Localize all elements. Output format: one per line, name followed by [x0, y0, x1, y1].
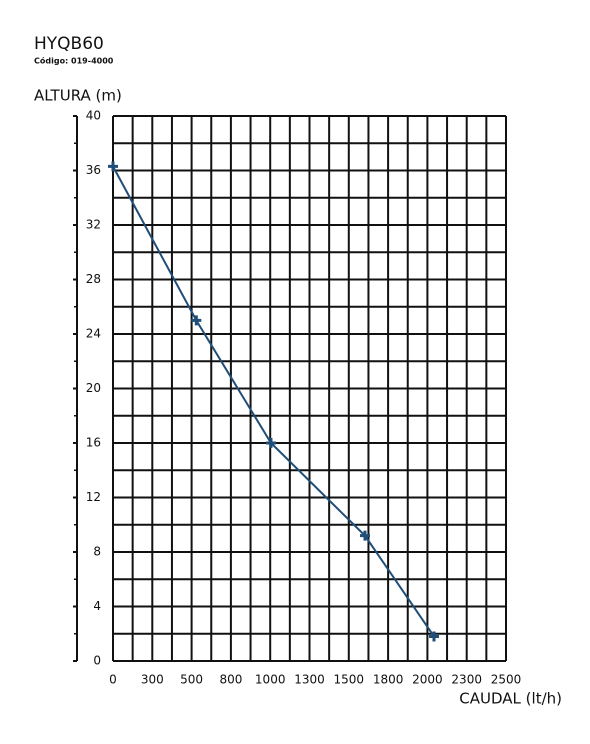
y-tick-label: 20	[86, 381, 101, 395]
y-tick-label: 8	[93, 545, 101, 559]
y-tick-label: 36	[86, 163, 101, 177]
y-tick-label: 4	[93, 599, 101, 613]
chart-title: HYQB60	[34, 34, 104, 54]
point-marker	[359, 530, 370, 541]
x-tick-label: 800	[219, 673, 242, 687]
y-axis-label: ALTURA (m)	[34, 87, 122, 105]
chart-subtitle: Código: 019-4000	[34, 56, 114, 66]
x-tick-label: 500	[180, 673, 203, 687]
x-tick-label: 1000	[255, 673, 286, 687]
y-tick-label: 24	[86, 327, 101, 341]
point-marker	[108, 161, 118, 172]
x-tick-label: 1500	[334, 673, 365, 687]
y-tick-label: 16	[86, 436, 101, 450]
x-tick-label: 2000	[412, 673, 443, 687]
x-tick-label: 2300	[451, 673, 482, 687]
point-marker	[265, 438, 276, 448]
point-marker	[191, 315, 202, 326]
x-tick-label: 1300	[294, 673, 325, 687]
x-axis-label: CAUDAL (lt/h)	[459, 690, 562, 708]
y-tick-label: 40	[86, 109, 101, 123]
series-line	[112, 165, 435, 638]
x-tick-label: 1800	[373, 673, 404, 687]
y-tick-label: 12	[86, 490, 101, 504]
x-tick-label: 0	[109, 673, 117, 687]
x-tick-label: 300	[141, 673, 164, 687]
y-tick-label: 32	[86, 218, 101, 232]
y-tick-label: 0	[93, 654, 101, 668]
y-tick-label: 28	[86, 272, 101, 286]
x-tick-label: 2500	[491, 673, 522, 687]
point-marker	[429, 631, 440, 642]
